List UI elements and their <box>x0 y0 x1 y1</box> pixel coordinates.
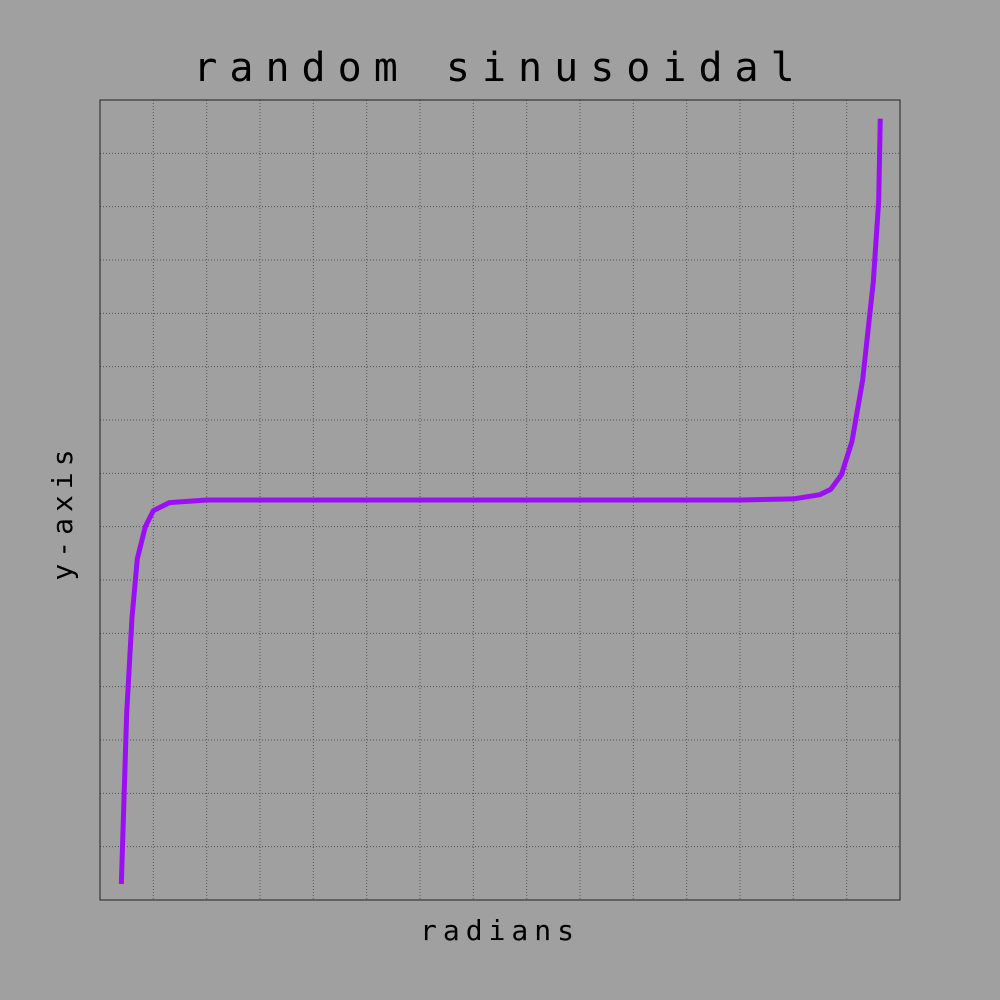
y-axis-label: y-axis <box>46 443 79 580</box>
lines <box>118 118 883 885</box>
x-axis-label: radians <box>420 914 580 947</box>
chart-title: random sinusoidal <box>193 45 806 91</box>
data-line <box>118 118 883 885</box>
plot-border <box>99 99 901 901</box>
